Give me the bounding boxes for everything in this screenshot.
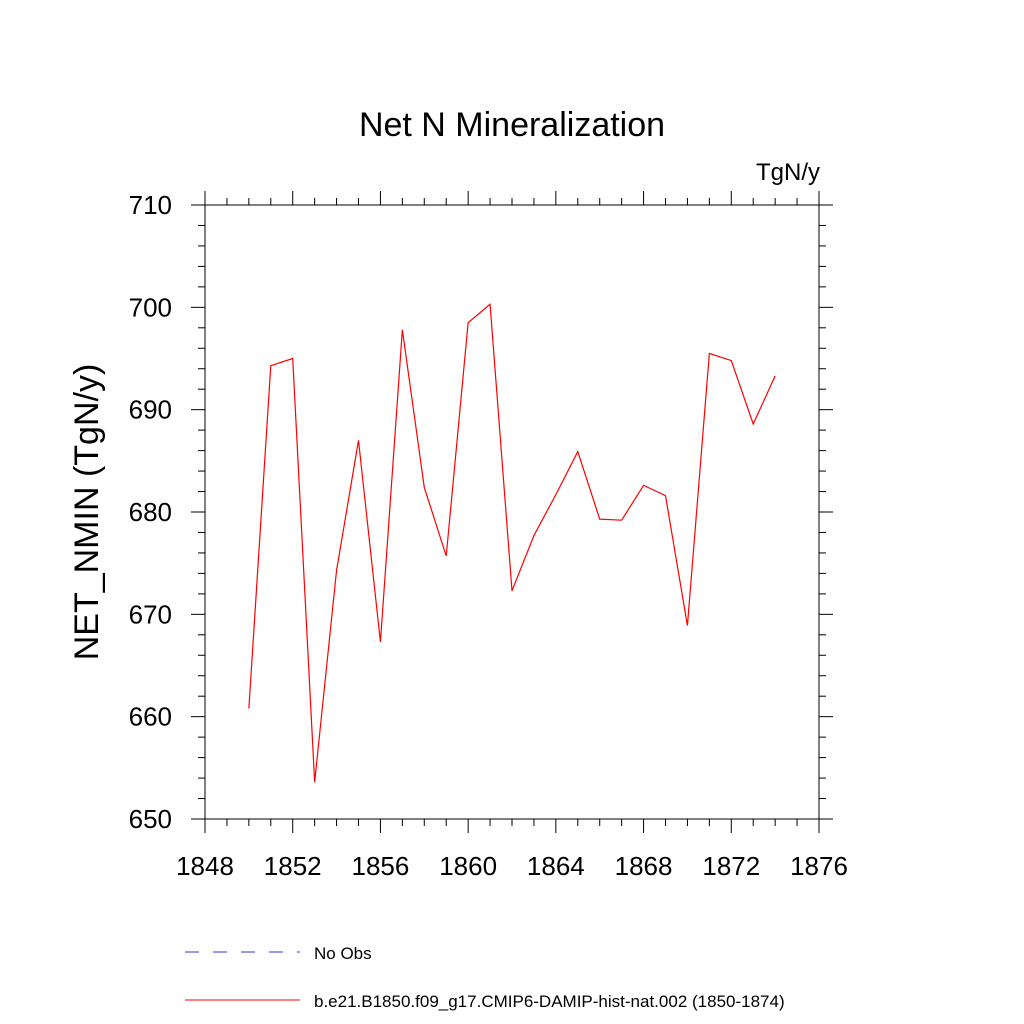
chart-title: Net N Mineralization xyxy=(359,106,665,144)
y-tick-label: 680 xyxy=(129,497,172,527)
x-tick-label: 1876 xyxy=(790,851,848,881)
x-tick-label: 1848 xyxy=(176,851,234,881)
y-tick-label: 650 xyxy=(129,804,172,834)
plot-frame xyxy=(204,204,820,820)
x-tick-label: 1864 xyxy=(527,851,585,881)
series-line-1 xyxy=(248,303,776,783)
x-tick-label: 1860 xyxy=(439,851,497,881)
legend-label-model-run: b.e21.B1850.f09_g17.CMIP6-DAMIP-hist-nat… xyxy=(314,992,785,1011)
y-axis-ticks xyxy=(191,204,833,820)
y-axis-tick-labels: 650 660 670 680 690 700 710 xyxy=(129,190,172,834)
x-tick-label: 1856 xyxy=(352,851,410,881)
y-tick-label: 670 xyxy=(129,599,172,629)
x-tick-label: 1872 xyxy=(702,851,760,881)
legend-label-no-obs: No Obs xyxy=(314,944,372,963)
units-label: TgN/y xyxy=(756,159,820,186)
legend: No Obs b.e21.B1850.f09_g17.CMIP6-DAMIP-h… xyxy=(185,944,785,1011)
legend-swatches xyxy=(185,951,300,1001)
x-tick-label: 1868 xyxy=(615,851,673,881)
y-tick-label: 700 xyxy=(129,292,172,322)
y-tick-label: 710 xyxy=(129,190,172,220)
x-tick-label: 1852 xyxy=(264,851,322,881)
y-tick-label: 660 xyxy=(129,702,172,732)
x-axis-tick-labels: 1848 1852 1856 1860 1864 1868 1872 1876 xyxy=(176,851,848,881)
plot-series xyxy=(248,303,776,783)
x-axis-ticks xyxy=(204,191,820,833)
y-axis-label: NET_NMIN (TgN/y) xyxy=(68,364,106,661)
y-tick-label: 690 xyxy=(129,395,172,425)
